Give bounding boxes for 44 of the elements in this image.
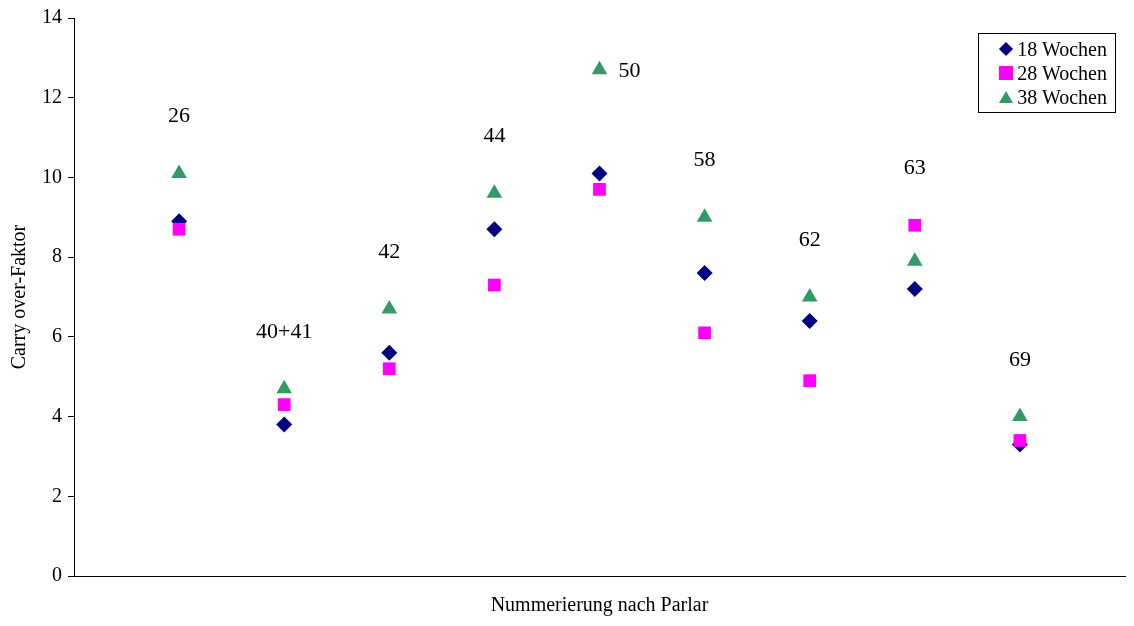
x-axis-title: Nummerierung nach Parlar — [490, 593, 709, 617]
point — [908, 218, 922, 232]
point — [593, 183, 606, 196]
y-tick-label: 4 — [52, 403, 62, 426]
point — [696, 208, 713, 222]
point — [381, 344, 398, 361]
point — [486, 184, 503, 198]
y-tick-label: 0 — [52, 563, 62, 586]
annotation: 40+41 — [255, 317, 313, 343]
y-tick-label: 6 — [52, 324, 62, 347]
annotation: 69 — [1008, 345, 1031, 371]
y-tick-label: 12 — [42, 84, 62, 107]
point — [801, 288, 818, 302]
annotation: 63 — [903, 154, 926, 180]
point — [591, 165, 608, 182]
point — [382, 362, 396, 376]
annotation: 50 — [618, 56, 641, 82]
point — [171, 164, 187, 178]
annotation: 42 — [378, 237, 401, 263]
y-tick-label: 14 — [42, 5, 62, 28]
point — [1013, 434, 1027, 447]
point — [277, 398, 291, 411]
annotation: 58 — [693, 146, 716, 172]
point — [172, 222, 186, 236]
point — [907, 252, 923, 266]
y-tick-label: 2 — [52, 483, 62, 506]
annotation: 62 — [798, 226, 821, 251]
point — [276, 416, 293, 433]
point — [486, 221, 503, 238]
y-tick-label: 10 — [42, 164, 62, 187]
point — [698, 326, 711, 340]
annotation: 26 — [168, 102, 191, 128]
annotation: 44 — [483, 122, 506, 148]
legend-label: 18 Wochen — [1017, 37, 1107, 61]
y-tick-label: 8 — [52, 244, 62, 267]
y-axis-title: Carry over-Faktor — [7, 224, 31, 370]
point — [696, 265, 713, 282]
point — [906, 281, 923, 298]
point — [591, 60, 608, 75]
legend-label: 38 Wochen — [1017, 85, 1107, 109]
point — [801, 312, 818, 329]
point — [803, 374, 817, 388]
legend-label: 28 Wochen — [1017, 61, 1107, 85]
point — [488, 278, 501, 292]
